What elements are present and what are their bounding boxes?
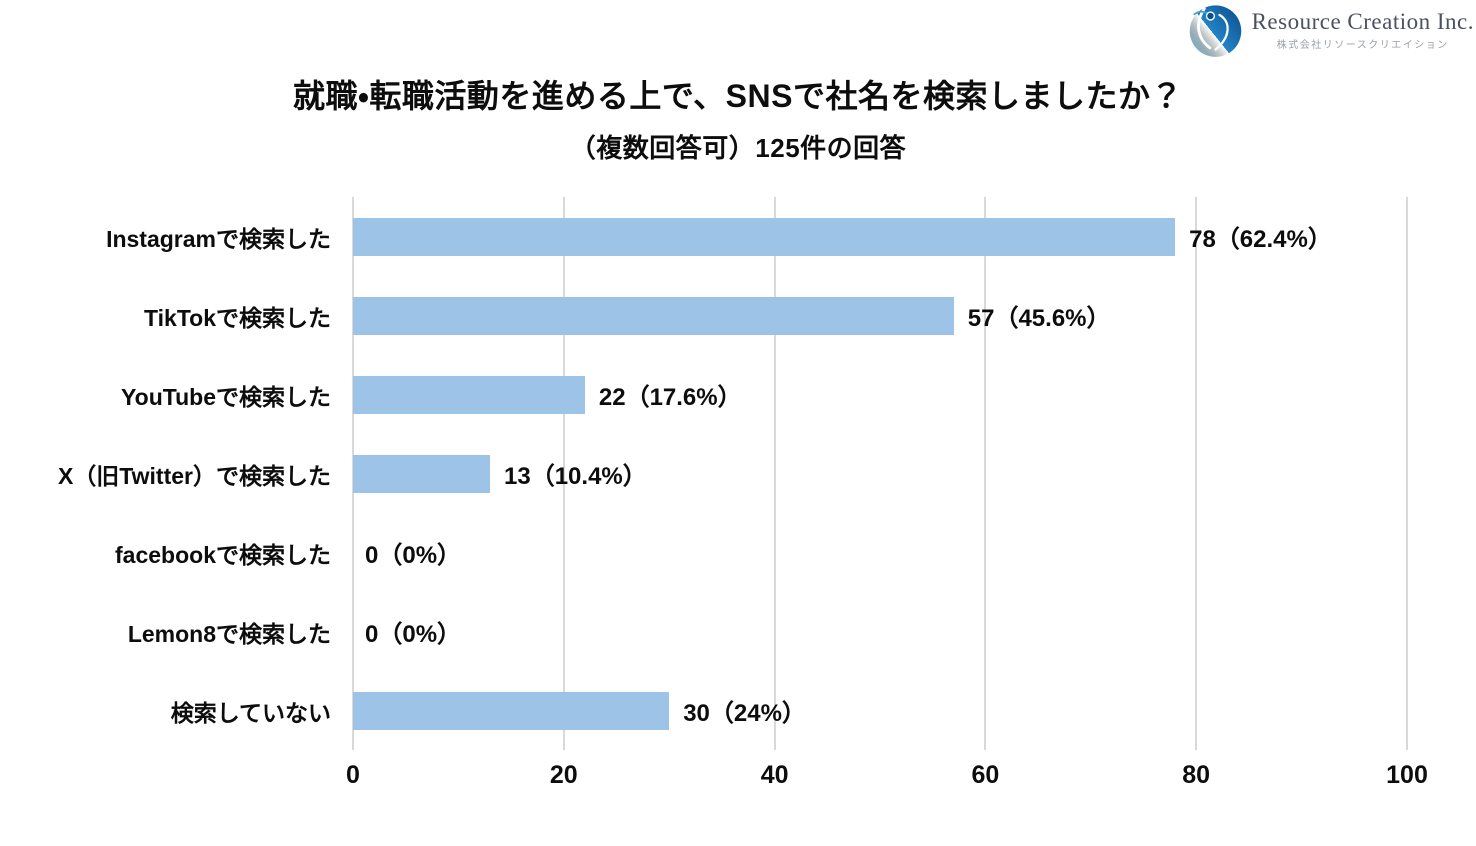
category-label: Instagramで検索した [106,225,331,252]
value-label: 22（17.6%） [598,384,742,411]
value-label: 30（24%） [683,700,806,727]
company-logo: Resource Creation Inc. 株式会社リソースクリエイション [1186,2,1474,58]
category-label: X（旧Twitter）で検索した [57,462,331,489]
x-tick-label: 40 [760,761,789,789]
bar [353,296,954,335]
resource-creation-logo-icon [1186,2,1245,58]
value-label: 0（0%） [365,542,462,569]
x-tick-label: 20 [549,761,578,789]
bar [353,691,670,730]
category-label: YouTubeで検索した [121,383,331,410]
company-name-japanese: 株式会社リソースクリエイション [1276,40,1449,52]
plot-area: 78（62.4%） 57（45.6%） 22（17.6%） 13（10.4%） 0（0%… [352,197,1408,750]
gridline [1195,197,1198,750]
gridline [984,197,987,750]
company-name: Resource Creation Inc. [1251,9,1474,34]
category-label: Lemon8で検索した [127,620,331,647]
x-tick-label: 100 [1386,761,1428,789]
gridline [562,197,565,750]
value-label: 78（62.4%） [1189,226,1332,253]
bar [353,375,585,414]
value-label: 13（10.4%） [504,463,647,490]
x-tick-label: 80 [1182,761,1211,789]
x-tick-label: 60 [971,761,1000,789]
gridline [773,197,776,750]
value-label: 57（45.6%） [967,305,1111,332]
bar [353,217,1176,256]
chart-title: 就職・転職活動を進める上で、SNSで社名を検索しましたか？ [293,78,1183,114]
gridline [1406,197,1408,750]
x-axis: 0 20 40 60 80 100 [346,761,1428,795]
chart-subtitle: （複数回答可）125件の回答 [569,133,907,163]
category-label: facebookで検索した [115,541,331,568]
x-tick-label: 0 [346,761,360,789]
category-axis: Instagramで検索した TikTokで検索した YouTubeで検索した X（旧… [0,197,331,750]
category-label: TikTokで検索した [144,304,331,331]
value-label: 0（0%） [365,621,462,648]
category-label: 検索していない [170,699,331,726]
bar [353,454,491,493]
company-logo-text: Resource Creation Inc. 株式会社リソースクリエイション [1252,2,1474,51]
